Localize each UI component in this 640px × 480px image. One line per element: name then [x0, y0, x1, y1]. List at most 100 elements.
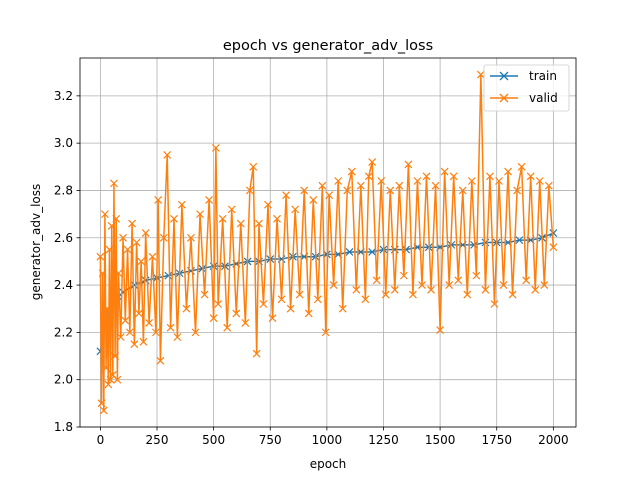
data-point-valid [121, 316, 130, 325]
data-point-valid [495, 177, 503, 185]
y-axis-label: generator_adv_loss [29, 184, 43, 301]
data-point-valid [277, 295, 286, 304]
data-point-valid [440, 167, 449, 176]
data-point-valid [187, 233, 195, 242]
data-point-valid [132, 238, 141, 247]
data-point-valid [535, 177, 544, 185]
data-point-valid [112, 214, 121, 223]
data-point-valid [119, 233, 127, 242]
data-point-valid [254, 219, 263, 228]
x-axis-ticks: 0 250 500 750 1000 1250 1500 1750 2000 [97, 427, 569, 447]
data-point-valid [196, 210, 204, 219]
data-point-valid [418, 281, 426, 290]
y-tick-label: 2.4 [54, 278, 73, 292]
data-point-valid [499, 281, 508, 290]
y-tick-label: 3.2 [54, 89, 73, 103]
data-point-valid [526, 172, 535, 181]
data-point-valid [467, 177, 476, 185]
legend-valid-marker [499, 93, 509, 103]
data-point-valid [97, 399, 106, 408]
data-point-valid [454, 276, 463, 285]
data-point-valid [431, 181, 440, 190]
data-point-valid [436, 326, 445, 334]
data-point-valid [128, 219, 137, 228]
legend-train-marker [499, 71, 509, 81]
data-point-valid [111, 352, 120, 360]
data-point-valid [107, 222, 116, 230]
data-point-valid [148, 252, 157, 261]
data-point-valid [110, 179, 118, 188]
x-axis-label: epoch [310, 457, 347, 471]
series-valid [96, 70, 558, 415]
x-tick-label: 1250 [368, 433, 399, 447]
data-point-train [515, 236, 524, 245]
data-point-valid [116, 333, 125, 342]
data-point-valid [291, 205, 300, 214]
data-point-valid [268, 314, 277, 323]
data-point-valid [300, 186, 309, 195]
data-point-valid [245, 186, 254, 195]
data-point-valid [154, 195, 163, 204]
data-point-train [164, 271, 173, 280]
data-point-valid [304, 309, 313, 318]
y-tick-label: 2.2 [54, 325, 73, 339]
data-point-valid [214, 300, 223, 308]
y-tick-label: 1.8 [54, 420, 73, 434]
chart-title: epoch vs generator_adv_loss [223, 38, 433, 54]
data-point-valid [513, 186, 522, 195]
data-point-valid [361, 295, 370, 304]
data-point-valid [325, 191, 334, 200]
data-point-valid [273, 214, 281, 223]
data-point-valid [211, 143, 220, 152]
data-point-valid [404, 160, 413, 169]
data-point-valid [123, 245, 132, 254]
legend-valid-label: valid [529, 91, 558, 105]
y-tick-label: 2.6 [54, 231, 73, 245]
data-point-valid [508, 290, 517, 299]
data-point-valid [427, 285, 435, 294]
data-point-valid [399, 271, 408, 280]
data-point-valid [103, 304, 112, 313]
x-tick-label: 0 [97, 433, 105, 447]
data-point-valid [368, 158, 377, 167]
data-point-valid [139, 337, 148, 346]
data-point-valid [173, 333, 182, 342]
data-point-valid [191, 328, 200, 337]
data-point-valid [381, 290, 390, 299]
data-point-valid [98, 269, 107, 278]
data-point-train [402, 245, 411, 254]
data-point-valid [200, 290, 209, 299]
data-point-valid [347, 167, 356, 176]
data-point-valid [458, 186, 467, 195]
data-point-valid [223, 323, 232, 332]
data-point-valid [205, 195, 214, 204]
data-point-valid [445, 281, 454, 290]
data-point-valid [413, 177, 422, 185]
data-point-valid [472, 271, 481, 280]
data-point-valid [113, 375, 122, 384]
data-point-valid [141, 229, 150, 237]
data-point-valid [318, 181, 327, 190]
data-point-valid [364, 172, 373, 181]
x-tick-label: 1500 [425, 433, 456, 447]
data-point-valid [99, 406, 108, 415]
data-point-valid [544, 181, 553, 190]
x-tick-label: 250 [146, 433, 169, 447]
data-point-valid [232, 309, 241, 318]
data-point-valid [504, 167, 512, 176]
data-point-valid [100, 210, 109, 219]
data-point-valid [227, 205, 236, 214]
data-point-valid [463, 290, 472, 299]
data-point-valid [490, 300, 499, 308]
data-point-valid [409, 290, 417, 299]
data-point-valid [170, 214, 178, 223]
data-point-valid [241, 318, 250, 327]
data-point-valid [151, 328, 160, 337]
data-point-valid [282, 191, 291, 200]
data-point-valid [549, 243, 558, 252]
data-point-valid [177, 200, 186, 209]
data-point-valid [395, 181, 404, 190]
data-point-valid [309, 195, 318, 204]
data-point-valid [236, 219, 245, 228]
